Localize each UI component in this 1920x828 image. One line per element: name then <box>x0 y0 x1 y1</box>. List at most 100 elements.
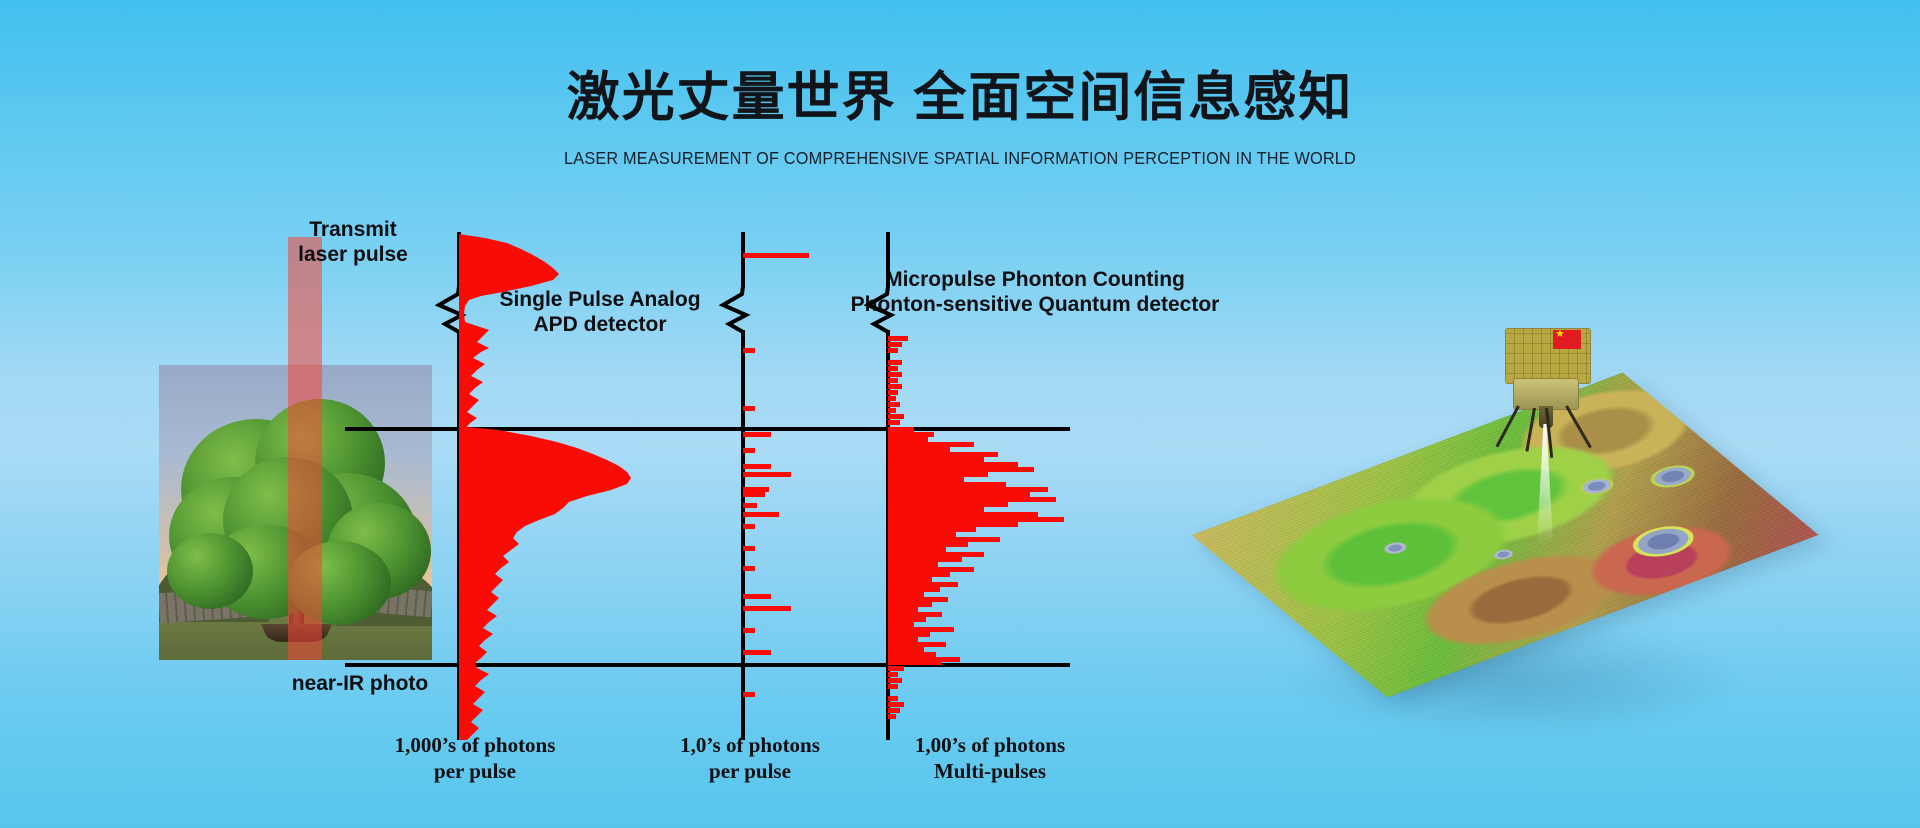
photon-bar <box>888 442 974 447</box>
photon-bar <box>743 606 791 611</box>
photon-bar <box>888 702 904 707</box>
time-axis-2-lower <box>741 330 745 740</box>
label-near-ir-photo: near-IR photo <box>291 672 429 695</box>
photon-bar <box>888 622 914 627</box>
photon-bar <box>888 582 958 587</box>
photon-bar <box>888 572 950 577</box>
photon-bar <box>743 253 809 258</box>
photon-bar <box>888 547 946 552</box>
photon-bar <box>888 507 984 512</box>
axis-break-zigzag-2 <box>719 285 751 334</box>
photon-bar <box>888 462 1018 467</box>
caption-micropulse-photons: 1,00’s of photons Multi-pulses <box>914 733 1066 784</box>
photon-bar <box>743 650 771 655</box>
photon-bar <box>888 592 924 597</box>
photon-bar <box>743 512 779 517</box>
photon-bar <box>743 546 755 551</box>
photon-bar <box>743 448 755 453</box>
photon-bar <box>888 336 908 341</box>
label-micropulse-detector: Micropulse Phonton Counting Phonton-sens… <box>850 268 1220 316</box>
photon-bar <box>888 627 954 632</box>
photon-bar <box>888 467 1034 472</box>
photon-bar <box>888 472 988 477</box>
photon-bar <box>888 696 898 701</box>
reference-line-ground <box>345 663 1070 667</box>
photon-bar <box>743 472 791 477</box>
photon-bar <box>888 497 1056 502</box>
photon-bar <box>888 402 900 407</box>
transmit-laser-beam <box>288 237 322 660</box>
photon-bar <box>888 587 940 592</box>
photon-bar <box>888 522 1018 527</box>
photon-bar <box>888 666 904 671</box>
photon-bar <box>888 532 956 537</box>
photon-bar <box>888 577 932 582</box>
photon-bar <box>888 366 898 371</box>
photon-bar <box>888 537 1000 542</box>
photon-bar <box>743 406 755 411</box>
photon-bar <box>888 567 974 572</box>
caption-analog-photons: 1,000’s of photons per pulse <box>394 733 556 784</box>
photon-bar <box>888 684 898 689</box>
photon-bar <box>888 617 926 622</box>
photon-bar <box>743 692 755 697</box>
photon-bar <box>888 708 900 713</box>
lander-leg-1 <box>1495 405 1520 448</box>
photon-bar <box>888 396 896 401</box>
photon-bar <box>888 637 918 642</box>
reference-line-canopy <box>345 427 1070 431</box>
photon-bar <box>888 372 902 377</box>
photon-bar <box>888 432 934 437</box>
photon-bar <box>743 348 755 353</box>
axis-break-zigzag-1 <box>435 285 467 334</box>
label-transmit-laser-pulse: Transmit laser pulse <box>298 218 408 266</box>
photon-bar <box>743 594 771 599</box>
photon-bar <box>888 657 960 662</box>
photon-bar <box>888 562 938 567</box>
photon-bar <box>743 628 755 633</box>
photon-bar <box>743 464 771 469</box>
photon-bar <box>888 552 984 557</box>
axis-break-zigzag-3 <box>864 285 896 334</box>
photon-bar <box>888 342 902 347</box>
photon-bar <box>743 566 755 571</box>
lunar-lander <box>1487 320 1607 544</box>
photon-bar <box>888 660 942 665</box>
photon-bar <box>888 414 904 419</box>
photon-bar <box>888 527 976 532</box>
page-subtitle: LASER MEASUREMENT OF COMPREHENSIVE SPATI… <box>564 148 1356 168</box>
photon-bar <box>743 503 757 508</box>
photon-bar <box>743 432 771 437</box>
photon-bar <box>888 597 948 602</box>
photon-bar <box>888 360 902 365</box>
photon-bar <box>888 642 946 647</box>
photon-bar <box>888 482 1006 487</box>
photon-bar <box>743 492 765 497</box>
photon-bar <box>888 447 950 452</box>
photon-bar <box>888 457 984 462</box>
photon-bar <box>743 524 755 529</box>
photon-bar <box>888 427 914 432</box>
photon-bar <box>888 647 924 652</box>
time-axis-2-upper <box>741 232 745 288</box>
photon-bar <box>888 420 900 425</box>
photon-bar <box>888 612 942 617</box>
photon-bar <box>888 672 898 677</box>
photon-bar <box>888 384 902 389</box>
photon-bar <box>888 512 1038 517</box>
photon-bar <box>743 487 769 492</box>
photon-bar <box>888 452 998 457</box>
photon-bar <box>888 487 1048 492</box>
caption-single-photon-counts: 1,0’s of photons per pulse <box>680 733 820 784</box>
photon-bar <box>888 348 898 353</box>
photon-bar <box>888 517 1064 522</box>
photo-canopy-blob <box>167 533 253 609</box>
photon-bar <box>888 378 898 383</box>
photon-bar <box>888 542 968 547</box>
photon-bar <box>888 408 896 413</box>
photon-bar <box>888 632 930 637</box>
photon-bar <box>888 492 1030 497</box>
lunar-terrain-visual <box>1191 320 1855 760</box>
lander-leg-4 <box>1525 407 1536 452</box>
